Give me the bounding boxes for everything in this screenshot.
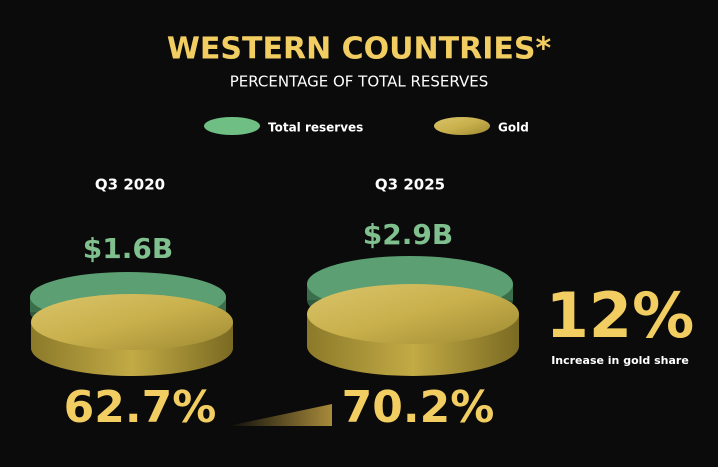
gold-disc [31,294,233,376]
gold-share: 62.7% [64,382,217,433]
gold-share: 70.2% [342,382,495,433]
growth-wedge [228,404,332,426]
period-label: Q3 2020 [95,176,165,194]
legend-swatch [204,117,260,135]
subtitle: PERCENTAGE OF TOTAL RESERVES [230,73,489,91]
period-label: Q3 2025 [375,176,445,194]
total-value: $2.9B [363,218,453,251]
change-value: 12% [546,279,694,352]
title: WESTERN COUNTRIES* [167,32,552,67]
total-value: $1.6B [83,232,173,265]
change-label: Increase in gold share [551,354,689,367]
legend-label: Gold [498,121,529,135]
gold-disc [307,284,519,376]
legend-label: Total reserves [268,121,363,135]
legend-swatch [434,117,490,135]
